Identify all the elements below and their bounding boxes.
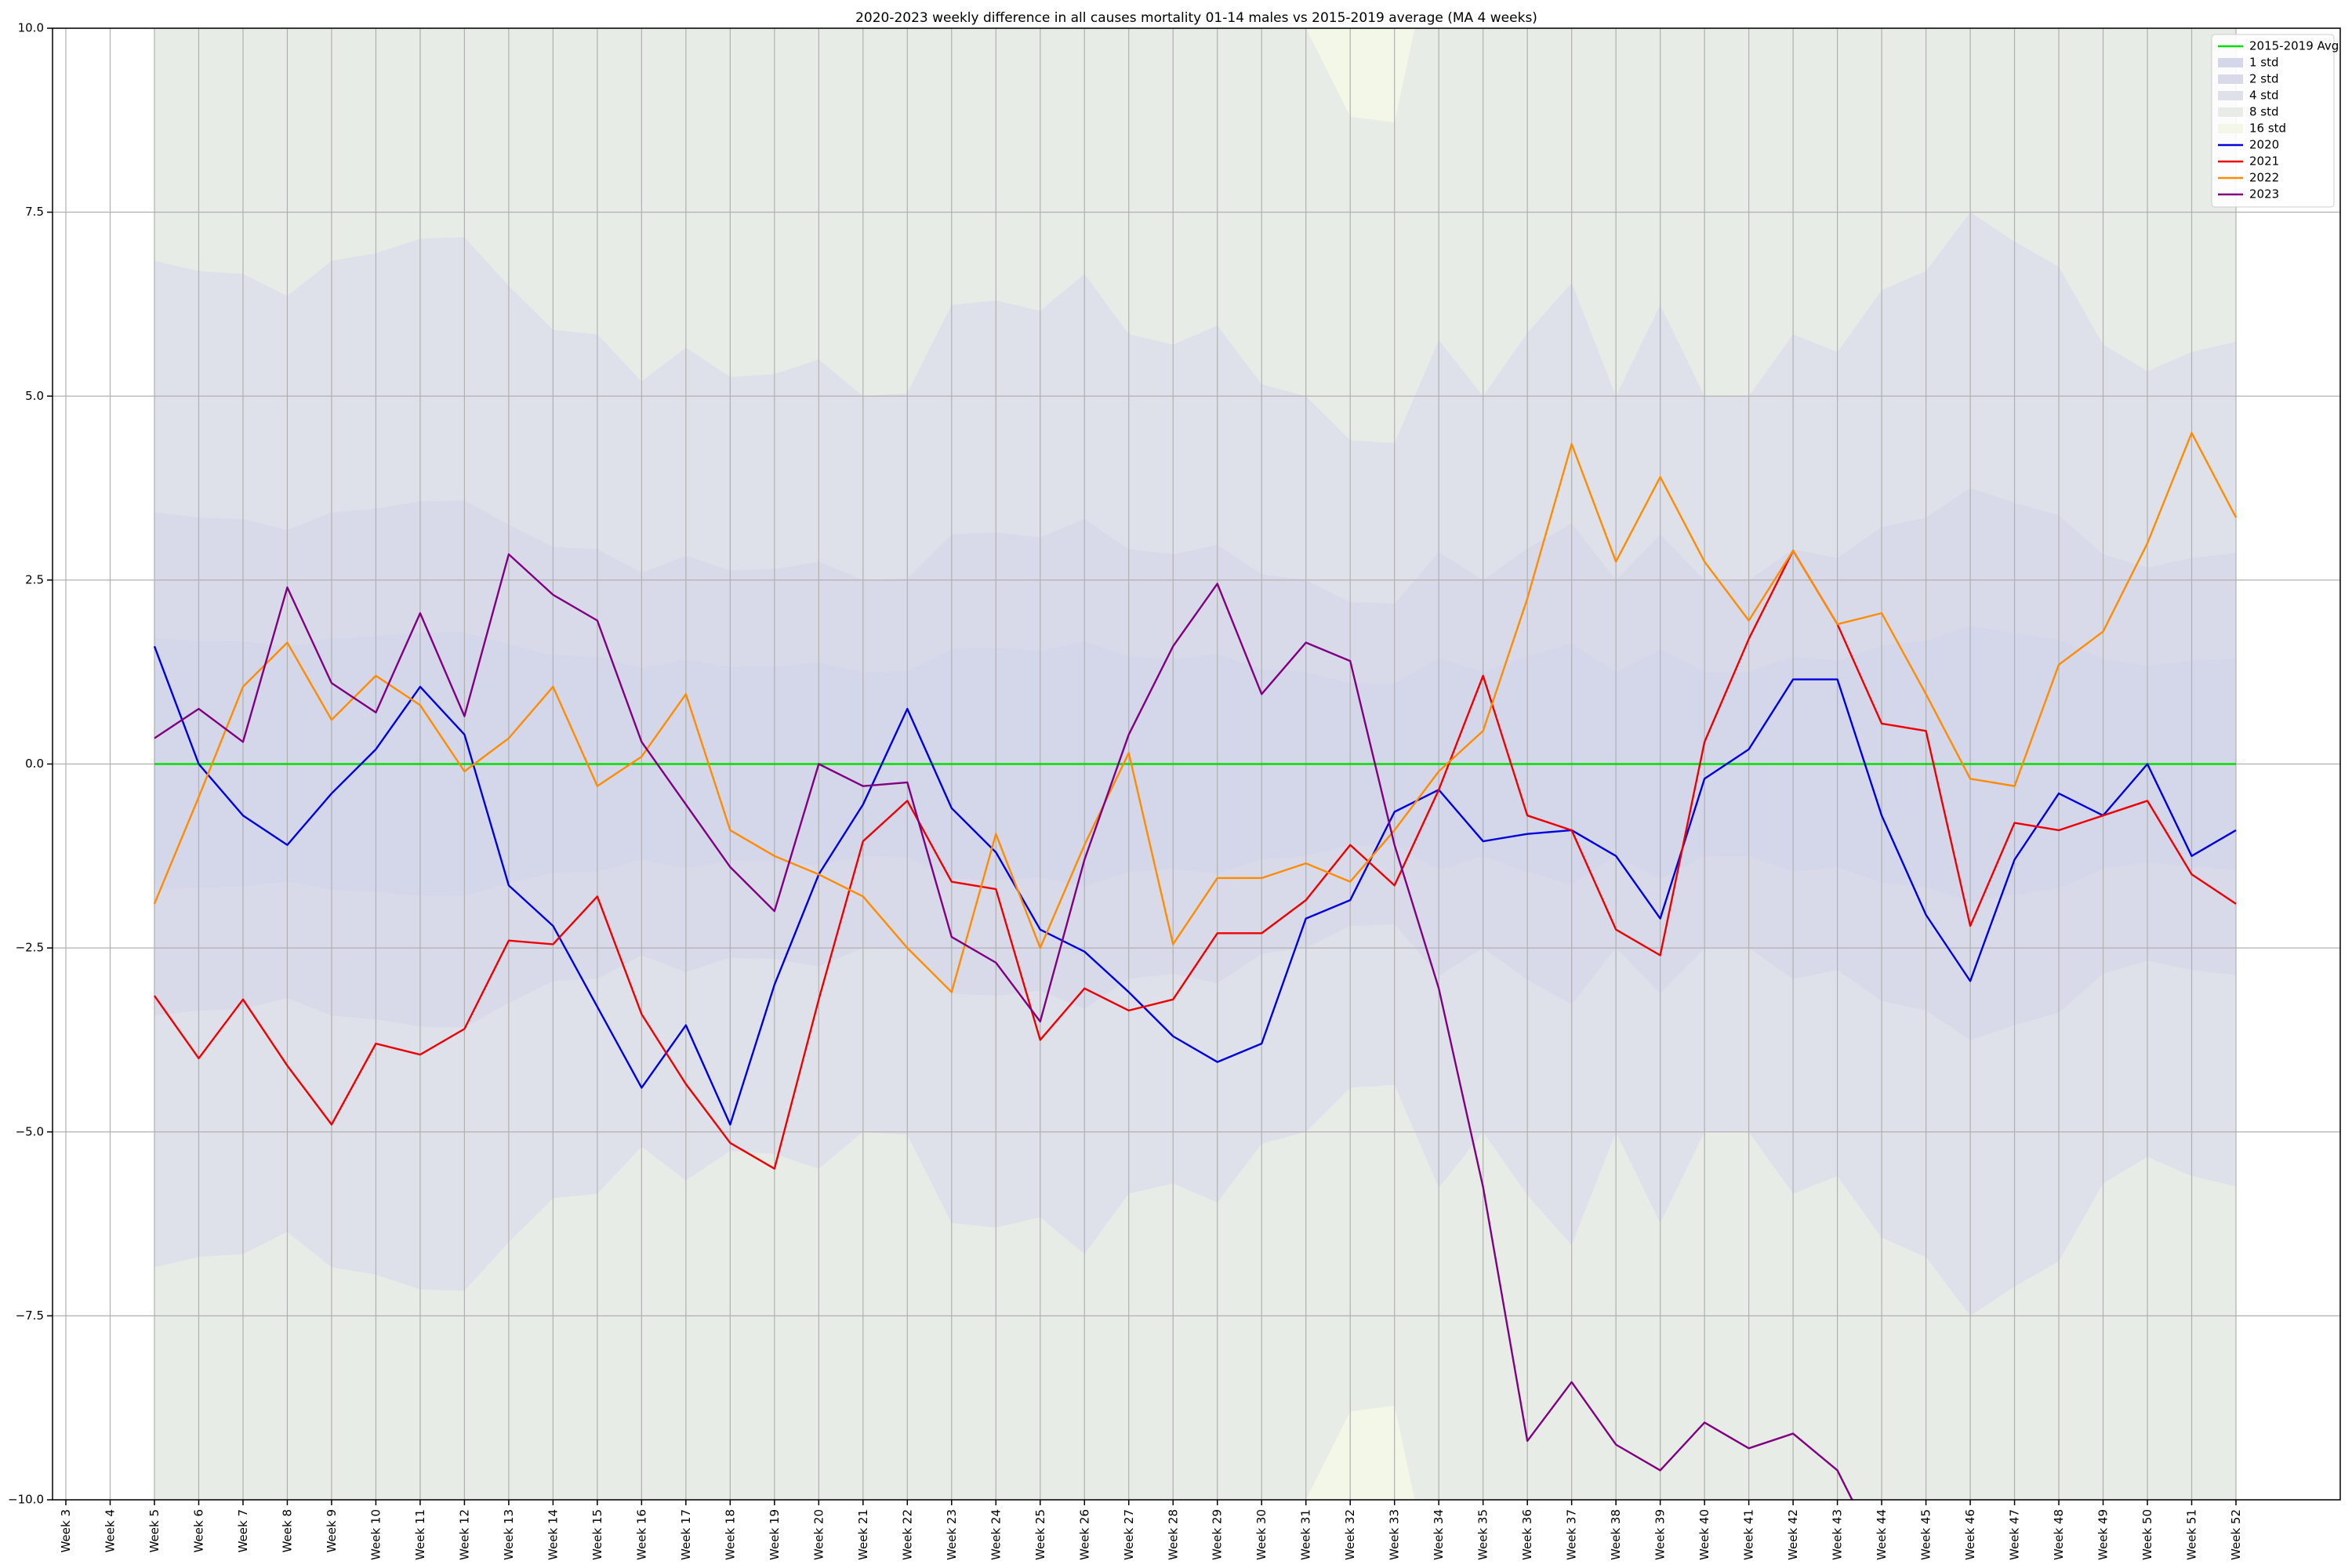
chart-title: 2020-2023 weekly difference in all cause… — [855, 10, 1537, 26]
series-line — [154, 550, 2237, 1170]
x-tick-label: Week 24 — [989, 1509, 1003, 1560]
y-tick-label: −5.0 — [16, 1124, 44, 1138]
x-tick-label: Week 50 — [2140, 1509, 2154, 1560]
x-tick-label: Week 16 — [634, 1509, 648, 1560]
x-tick-label: Week 26 — [1077, 1509, 1091, 1560]
series-line — [153, 645, 2237, 1126]
y-tick-label: 7.5 — [25, 205, 44, 219]
x-tick-label: Week 3 — [59, 1509, 73, 1552]
legend: 2015-2019 Avg 1 std 2 std 4 std 8 std 16 std 2… — [2211, 34, 2339, 208]
x-tick-label: Week 34 — [1432, 1509, 1446, 1560]
x-tick-label: Week 38 — [1609, 1509, 1623, 1560]
x-tick-label: Week 25 — [1033, 1509, 1047, 1560]
y-tick-label: −7.5 — [16, 1308, 44, 1323]
x-tick-label: Week 6 — [191, 1509, 205, 1552]
x-tick-label: Week 29 — [1210, 1509, 1225, 1560]
x-tick-label: Week 7 — [236, 1509, 250, 1552]
x-tick-label: Week 39 — [1653, 1509, 1668, 1560]
x-tick-label: Week 9 — [325, 1509, 339, 1552]
x-tick-label: Week 49 — [2096, 1509, 2111, 1560]
axes: Week 3 Week 4 Week 5 Week 6 Week 7 Week 8 Week… — [8, 21, 2341, 1560]
y-tick-label: 0.0 — [25, 757, 44, 771]
x-tick-label: Week 17 — [679, 1509, 693, 1560]
legend-label: 4 std — [2249, 89, 2279, 103]
x-tick-label: Week 11 — [413, 1509, 427, 1560]
x-tick-label: Week 5 — [147, 1509, 162, 1552]
y-tick-label: 5.0 — [25, 389, 44, 403]
x-tick-label: Week 12 — [457, 1509, 471, 1560]
x-tick-label: Week 40 — [1697, 1509, 1711, 1560]
x-tick-label: Week 52 — [2229, 1509, 2243, 1560]
legend-label: 1 std — [2249, 56, 2279, 70]
x-tick-label: Week 22 — [900, 1509, 914, 1560]
x-tick-label: Week 20 — [811, 1509, 826, 1560]
bands — [154, 28, 2237, 1500]
x-tick-label: Week 44 — [1875, 1509, 1889, 1560]
x-tick-label: Week 32 — [1343, 1509, 1357, 1560]
x-tick-label: Week 51 — [2185, 1509, 2199, 1560]
legend-label: 8 std — [2249, 105, 2279, 119]
x-tick-label: Week 36 — [1520, 1509, 1534, 1560]
x-tick-label: Week 21 — [856, 1509, 870, 1560]
x-tick-label: Week 31 — [1299, 1509, 1313, 1560]
legend-label: 2 std — [2249, 72, 2279, 86]
legend-label: 2015-2019 Avg — [2249, 39, 2339, 53]
legend-patch — [2218, 58, 2243, 67]
legend-patch — [2218, 124, 2243, 133]
x-tick-label: Week 45 — [1919, 1509, 1933, 1560]
legend-patch — [2218, 91, 2243, 100]
x-tick-label: Week 37 — [1565, 1509, 1579, 1560]
legend-label: 16 std — [2249, 122, 2286, 136]
legend-label: 2021 — [2249, 154, 2279, 169]
x-tick-label: Week 14 — [546, 1509, 560, 1560]
plot-frame — [52, 27, 2341, 1501]
x-tick-label: Week 4 — [103, 1509, 117, 1552]
x-tick-label: Week 30 — [1254, 1509, 1269, 1560]
x-tick-label: Week 13 — [502, 1509, 516, 1560]
x-tick-label: Week 43 — [1831, 1509, 1845, 1560]
x-tick-label: Week 48 — [2052, 1509, 2066, 1560]
x-tick-label: Week 41 — [1742, 1509, 1756, 1560]
x-tick-label: Week 46 — [1963, 1509, 1977, 1560]
y-tick-label: 2.5 — [25, 572, 44, 586]
legend-label: 2020 — [2249, 138, 2279, 152]
series-line — [153, 431, 2238, 993]
legend-patch — [2218, 107, 2243, 117]
x-tick-label: Week 10 — [368, 1509, 383, 1560]
x-tick-label: Week 42 — [1786, 1509, 1800, 1560]
x-tick-label: Week 27 — [1122, 1509, 1136, 1560]
y-tick-label: −10.0 — [8, 1493, 44, 1507]
y-tick-label: 10.0 — [18, 21, 44, 35]
legend-label: 2023 — [2249, 187, 2279, 201]
x-tick-label: Week 33 — [1388, 1509, 1402, 1560]
x-tick-label: Week 8 — [280, 1509, 294, 1552]
legend-label: 2022 — [2249, 171, 2279, 185]
x-tick-label: Week 23 — [945, 1509, 959, 1560]
x-tick-label: Week 28 — [1166, 1509, 1180, 1560]
x-tick-label: Week 18 — [723, 1509, 737, 1560]
series-line — [154, 553, 1853, 1500]
legend-patch — [2218, 74, 2243, 84]
x-tick-label: Week 19 — [768, 1509, 782, 1560]
x-tick-label: Week 15 — [590, 1509, 604, 1560]
x-tick-label: Week 47 — [2008, 1509, 2022, 1560]
lines — [153, 431, 2238, 1500]
y-tick-label: −2.5 — [16, 941, 44, 955]
x-tick-label: Week 35 — [1476, 1509, 1490, 1560]
